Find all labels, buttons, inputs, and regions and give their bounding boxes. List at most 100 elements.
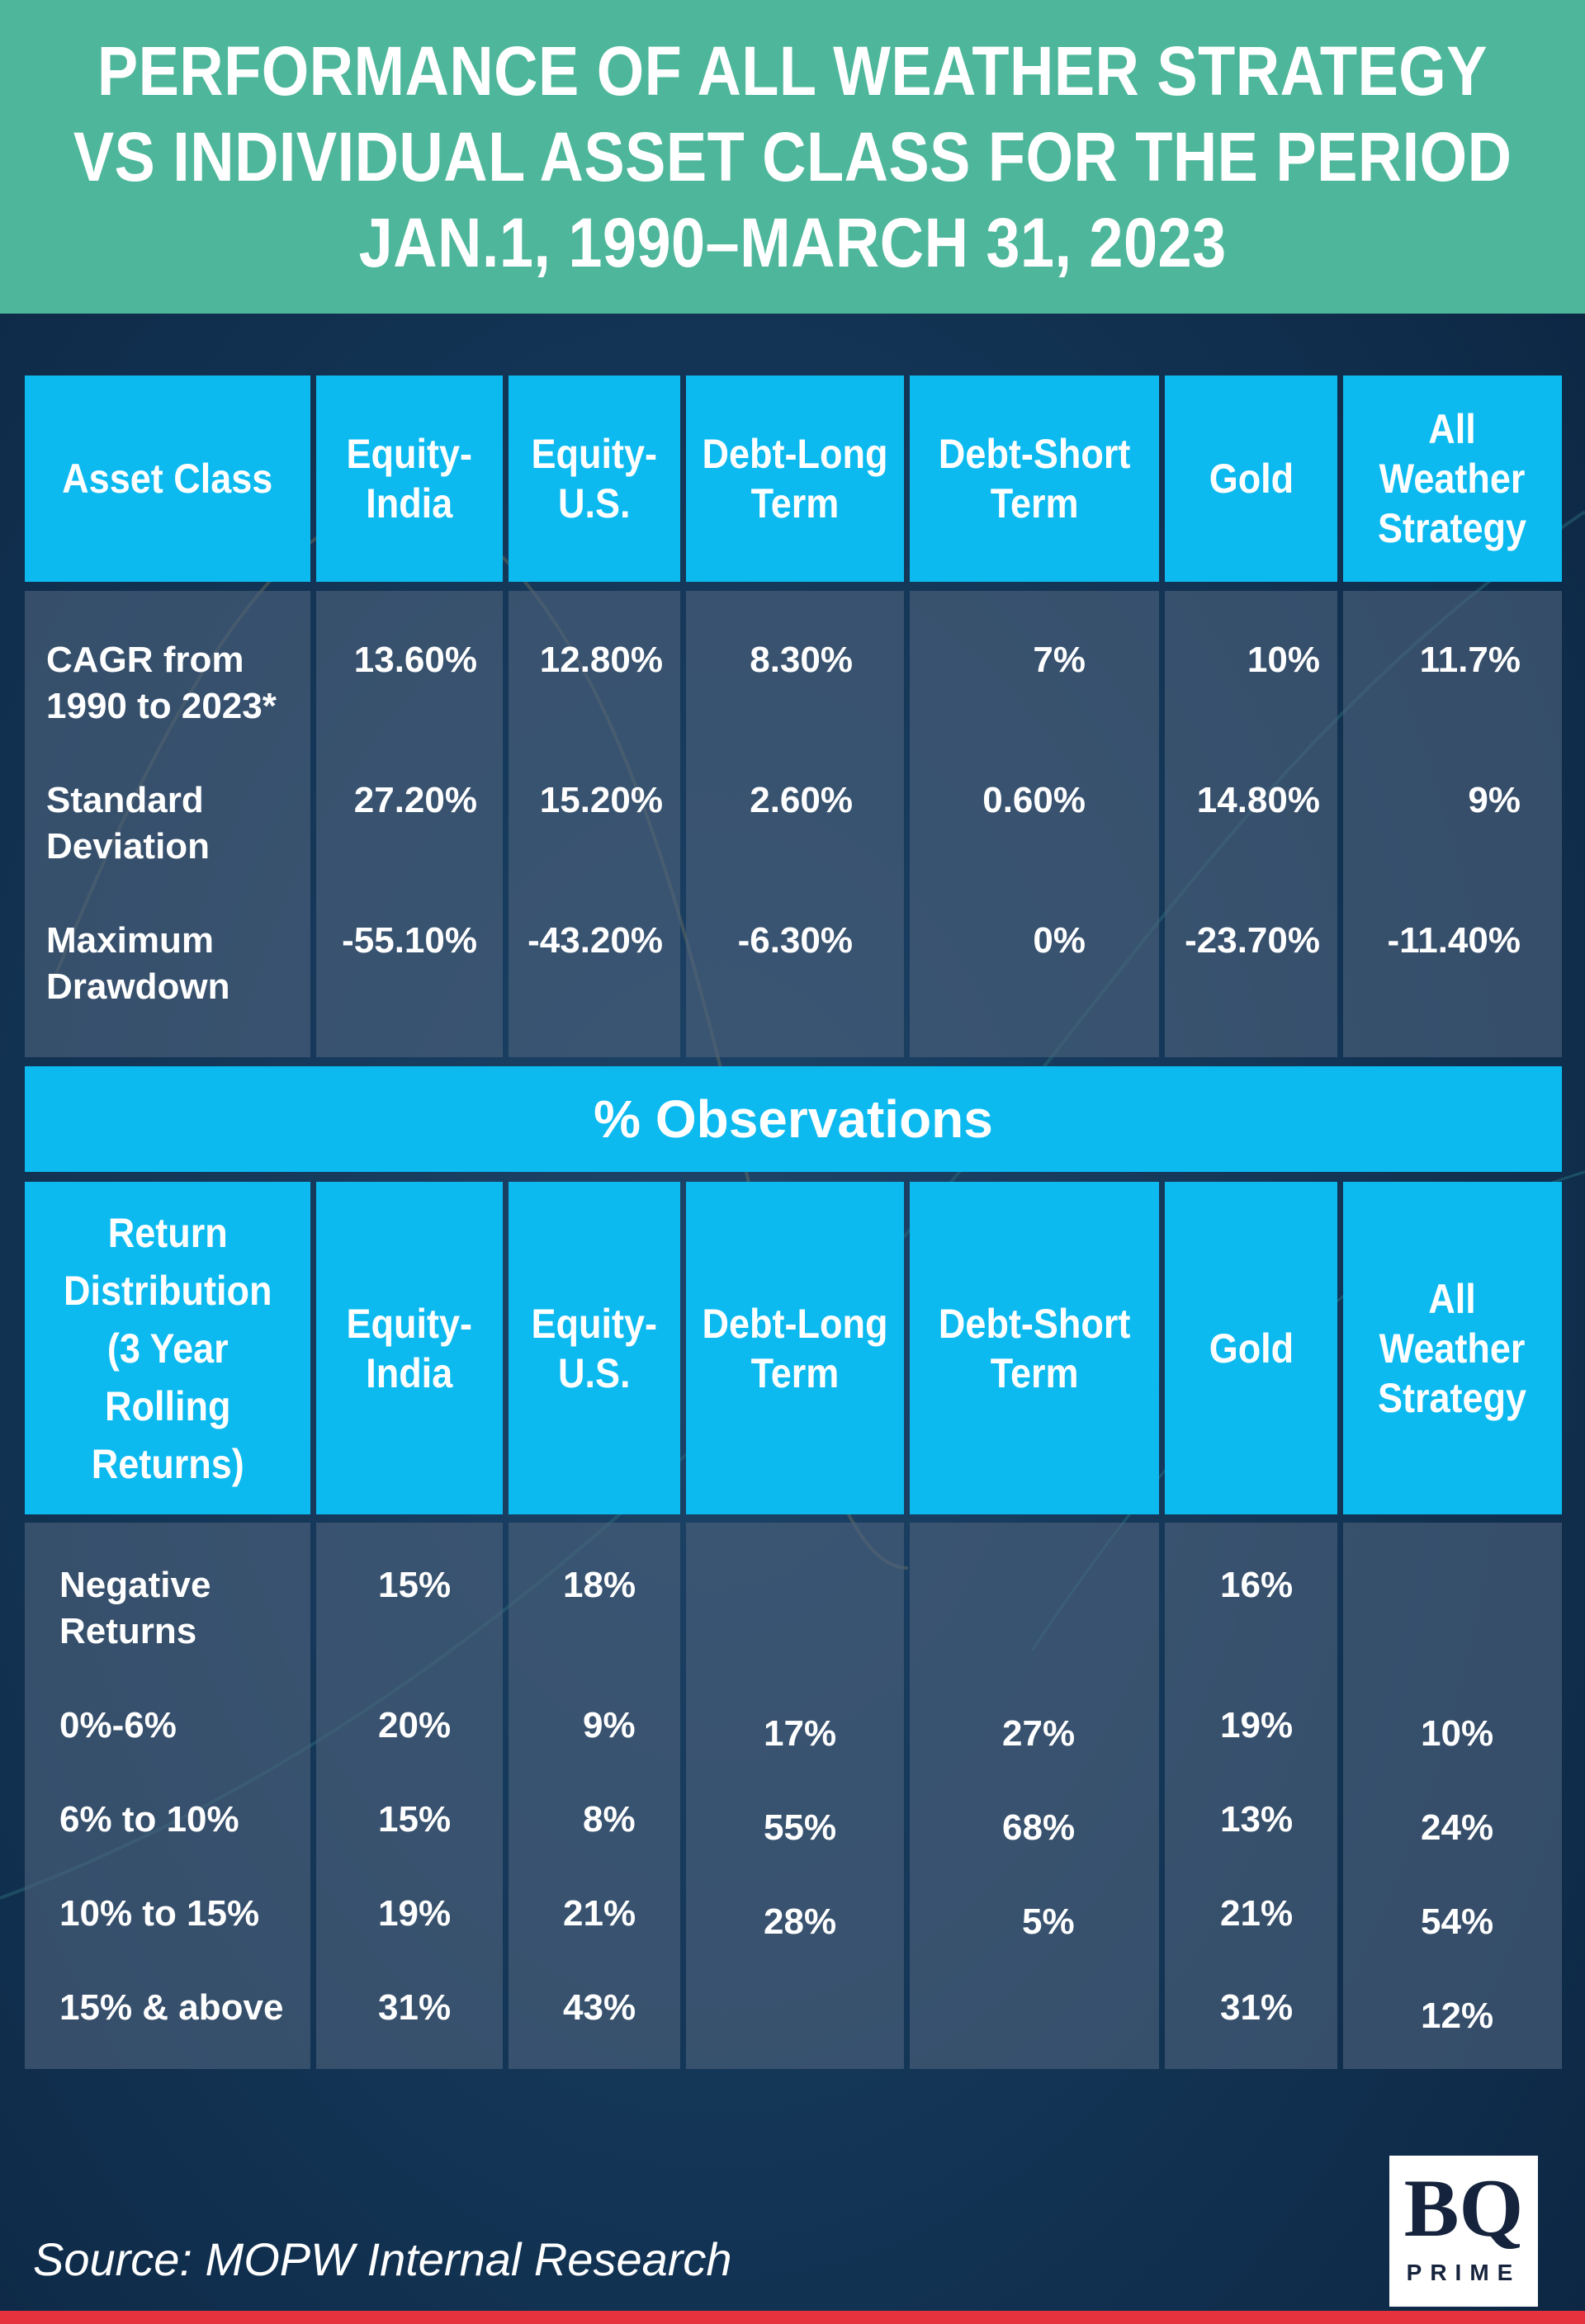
t1-cell-std-equity-india: 27.20% (353, 780, 477, 820)
t2-cell-10-15-debt-short: 5% (1022, 1901, 1075, 1942)
t1-cell-mdd-equity-india: -55.10% (342, 920, 477, 961)
t1-row-label-std-dev: Standard Deviation (46, 780, 211, 867)
t1-col-label: All Weather Strategy (1378, 406, 1527, 551)
t1-cell-std-debt-short: 0.60% (982, 780, 1086, 820)
t2-cell-10-15-gold: 21% (1220, 1893, 1294, 1934)
t1-cell-std-gold: 14.80% (1196, 780, 1320, 820)
t1-row-label-cagr: CAGR from 1990 to 2023* (46, 640, 277, 726)
t1-cell-cagr-equity-us: 12.80% (539, 640, 663, 680)
t1-cell-cagr-debt-long: 8.30% (750, 640, 853, 680)
t1-cell-mdd-equity-us: -43.20% (528, 920, 663, 961)
observations-title-bar: % Observations (25, 1066, 1562, 1172)
t1-body-col (686, 591, 904, 1057)
title-line-1: PERFORMANCE OF ALL WEATHER STRATEGY (97, 32, 1488, 110)
t1-cell-cagr-debt-short: 7% (1033, 640, 1086, 680)
t1-cell-std-equity-us: 15.20% (539, 780, 663, 820)
t2-cell-15-above-equity-india: 31% (378, 1987, 452, 2028)
t2-header-debt-short: Debt-Short Term (910, 1182, 1159, 1514)
t2-row-label-6-10: 6% to 10% (59, 1799, 239, 1840)
t2-header-return-distribution: Return Distribution (3 Year Rolling Retu… (25, 1182, 310, 1514)
t1-col-label: Asset Class (62, 456, 273, 502)
t2-header-all-weather: All Weather Strategy (1343, 1182, 1562, 1514)
footer-accent-bar (0, 2311, 1585, 2324)
observations-title: % Observations (594, 1089, 993, 1149)
t2-body-col (1165, 1523, 1337, 2069)
t2-body-col (1343, 1523, 1562, 2069)
t2-cell-0-6-equity-us: 9% (583, 1705, 636, 1745)
logo-subtext: PRIME (1406, 2260, 1521, 2285)
logo-text: BQ (1403, 2162, 1524, 2254)
t2-cell-6-10-equity-us: 8% (583, 1799, 636, 1840)
t1-header-gold: Gold (1165, 376, 1337, 582)
source-note: Source: MOPW Internal Research (33, 2233, 732, 2285)
t1-body-col (509, 591, 680, 1057)
t2-cell-10-15-equity-india: 19% (378, 1893, 452, 1934)
t2-cell-15-above-all-weather: 12% (1421, 1996, 1494, 2036)
t2-cell-6-10-gold: 13% (1220, 1799, 1294, 1840)
t2-col-label: Return Distribution (3 Year Rolling Retu… (63, 1209, 272, 1487)
t1-col-label: Debt-Short Term (938, 431, 1131, 527)
t2-col-label: Debt-Long Term (702, 1300, 888, 1396)
t2-row-label-0-6: 0%-6% (59, 1705, 177, 1745)
t2-body-col (910, 1523, 1159, 2069)
t2-cell-0-6-debt-long: 17% (764, 1713, 837, 1754)
t2-cell-0-6-gold: 19% (1220, 1705, 1294, 1745)
t1-cell-std-debt-long: 2.60% (750, 780, 853, 820)
t2-row-label-15-above: 15% & above (59, 1987, 284, 2028)
t1-cell-mdd-debt-long: -6.30% (737, 920, 853, 961)
t2-row-label-10-15: 10% to 15% (59, 1893, 260, 1934)
t2-body-col (509, 1523, 680, 2069)
t2-cell-10-15-debt-long: 28% (764, 1901, 837, 1942)
t1-col-label: Gold (1209, 456, 1294, 502)
t2-cell-15-above-equity-us: 43% (563, 1987, 636, 2028)
t2-header-gold: Gold (1165, 1182, 1337, 1514)
t1-cell-cagr-all-weather: 11.7% (1419, 640, 1521, 680)
t1-cell-cagr-gold: 10% (1247, 640, 1320, 680)
t1-header-equity-us: Equity- U.S. (509, 376, 680, 582)
t1-header-all-weather: All Weather Strategy (1343, 376, 1562, 582)
t2-cell-neg-equity-us: 18% (563, 1565, 636, 1605)
t2-cell-6-10-debt-short: 68% (1002, 1807, 1076, 1848)
t2-cell-6-10-all-weather: 24% (1421, 1807, 1494, 1848)
t1-body-col (316, 591, 503, 1057)
t1-cell-cagr-equity-india: 13.60% (353, 640, 477, 680)
title-banner: PERFORMANCE OF ALL WEATHER STRATEGY VS I… (0, 0, 1585, 314)
t1-body-col (910, 591, 1159, 1057)
t2-row-label-negative: Negative Returns (59, 1565, 211, 1651)
t2-cell-0-6-equity-india: 20% (378, 1705, 452, 1745)
t1-col-label: Equity- India (346, 431, 473, 527)
t2-cell-10-15-equity-us: 21% (563, 1893, 636, 1934)
title-line-2: VS INDIVIDUAL ASSET CLASS FOR THE PERIOD (73, 118, 1512, 196)
t1-col-label: Equity- U.S. (531, 431, 658, 527)
t2-header-equity-india: Equity- India (316, 1182, 503, 1514)
t2-cell-15-above-gold: 31% (1220, 1987, 1294, 2028)
t2-cell-neg-equity-india: 15% (378, 1565, 452, 1605)
t2-col-label: All Weather Strategy (1378, 1275, 1527, 1421)
t2-header-debt-long: Debt-Long Term (686, 1182, 904, 1514)
t1-cell-mdd-all-weather: -11.40% (1387, 920, 1521, 961)
t2-col-label: Debt-Short Term (938, 1300, 1131, 1396)
t2-cell-0-6-all-weather: 10% (1421, 1713, 1494, 1754)
t2-body-col (316, 1523, 503, 2069)
t1-cell-std-all-weather: 9% (1468, 780, 1521, 820)
t1-cell-mdd-gold: -23.70% (1185, 920, 1320, 961)
t1-row-label-max-drawdown: Maximum Drawdown (46, 920, 230, 1007)
t1-body-col (25, 591, 310, 1057)
t2-cell-neg-gold: 16% (1220, 1565, 1294, 1605)
t2-header-equity-us: Equity- U.S. (509, 1182, 680, 1514)
t1-col-label: Debt-Long Term (702, 431, 888, 527)
t2-cell-6-10-equity-india: 15% (378, 1799, 452, 1840)
t1-header-debt-long: Debt-Long Term (686, 376, 904, 582)
t1-body-col (1165, 591, 1337, 1057)
t1-header-asset-class: Asset Class (25, 376, 310, 582)
t1-header-debt-short: Debt-Short Term (910, 376, 1159, 582)
bq-prime-logo: BQ PRIME (1389, 2156, 1538, 2307)
t2-body-col (686, 1523, 904, 2069)
t2-body-col (25, 1523, 310, 2069)
t2-col-label: Equity- U.S. (531, 1300, 658, 1396)
t2-col-label: Gold (1209, 1325, 1294, 1372)
t2-cell-6-10-debt-long: 55% (764, 1807, 837, 1848)
t1-cell-mdd-debt-short: 0% (1033, 920, 1086, 961)
title-line-3: JAN.1, 1990–MARCH 31, 2023 (358, 204, 1227, 281)
t1-body-col (1343, 591, 1562, 1057)
